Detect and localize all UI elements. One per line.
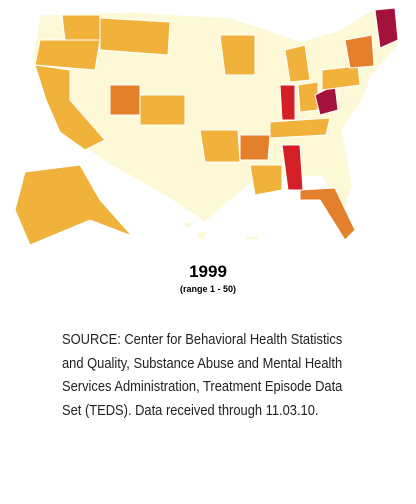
state — [34, 39, 101, 71]
state — [109, 84, 141, 116]
source-line: Set (TEDS). Data received through 11.03.… — [62, 401, 319, 419]
state — [297, 81, 319, 113]
state — [14, 164, 133, 246]
state — [219, 34, 256, 76]
state — [239, 134, 271, 161]
state — [279, 84, 296, 121]
source: SOURCE: Center for Behavioral Health Sta… — [62, 328, 343, 422]
source-line: SOURCE: Center for Behavioral Health Sta… — [62, 331, 343, 348]
state — [299, 187, 356, 241]
range: (range 1 - 50) — [179, 284, 237, 294]
state — [196, 229, 207, 241]
state — [374, 7, 399, 49]
state — [61, 14, 101, 41]
state — [34, 64, 106, 151]
source-line: Services Administration, Treatment Episo… — [62, 378, 343, 395]
state — [344, 34, 375, 69]
state — [269, 117, 331, 139]
state — [245, 235, 259, 241]
state — [284, 44, 311, 83]
state — [249, 164, 283, 196]
source-line: and Quality, Substance Abuse and Mental … — [62, 354, 343, 372]
state — [139, 94, 186, 126]
state — [281, 144, 304, 191]
state — [183, 221, 193, 229]
year: 1999 — [189, 262, 227, 281]
state — [99, 17, 171, 56]
state — [321, 65, 361, 91]
state — [199, 129, 241, 163]
us-map — [14, 7, 399, 246]
